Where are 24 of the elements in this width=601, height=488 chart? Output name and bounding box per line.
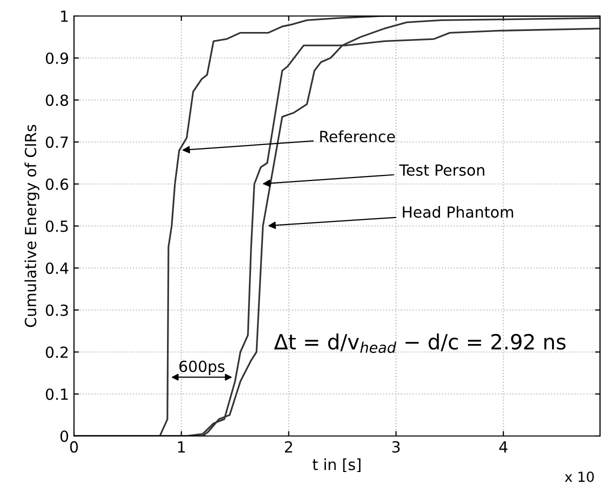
x-tick-label: 4 xyxy=(499,441,508,452)
x-tick-label: 2 xyxy=(284,441,292,452)
y-tick-label: 0.3 xyxy=(46,304,68,316)
annotation: Δt = d/v$_{head}$ − d/c = 2.92 ns xyxy=(274,334,566,353)
y-tick-label: 0 xyxy=(60,430,68,442)
annotation: Head Phantom xyxy=(402,206,514,218)
y-tick-label: 0.7 xyxy=(46,136,68,148)
y-tick-label: 0.9 xyxy=(46,52,68,64)
y-axis-title: Cumulative Energy of CIRs xyxy=(24,124,40,328)
annotation: Test Person xyxy=(399,164,484,176)
y-tick-label: 1 xyxy=(61,10,68,22)
text: x 10 xyxy=(564,472,594,482)
y-tick-label: 0.2 xyxy=(46,346,68,358)
y-tick-label: 0.1 xyxy=(46,388,68,400)
y-tick-label: 0.6 xyxy=(46,178,68,190)
annotation: 600ps xyxy=(179,360,224,376)
y-tick-label: 0.5 xyxy=(46,220,68,232)
y-tick-label: 0.8 xyxy=(46,94,68,106)
x-tick-label: 0 xyxy=(70,441,78,453)
annotation: Reference xyxy=(320,130,395,142)
x-tick-label: 3 xyxy=(392,441,400,453)
x-axis-title: t in [s] xyxy=(312,458,360,472)
x-tick-label: 1 xyxy=(178,441,185,452)
y-tick-label: 0.4 xyxy=(46,262,68,274)
